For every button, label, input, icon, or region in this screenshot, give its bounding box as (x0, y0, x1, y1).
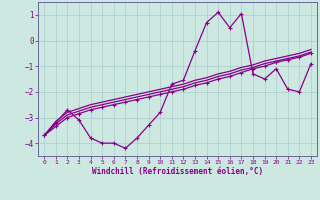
X-axis label: Windchill (Refroidissement éolien,°C): Windchill (Refroidissement éolien,°C) (92, 167, 263, 176)
